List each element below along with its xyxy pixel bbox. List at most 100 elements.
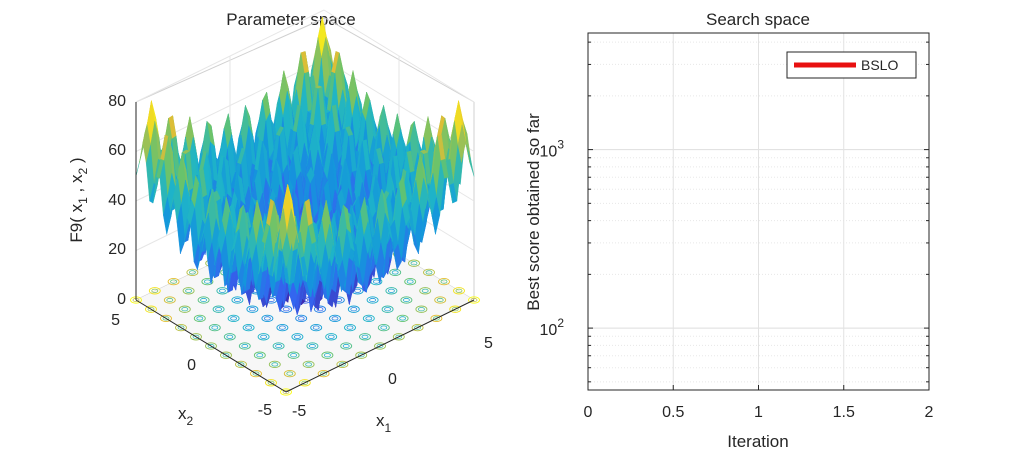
contour-ring — [222, 353, 230, 358]
contour-ring — [392, 333, 405, 341]
contour-ring — [256, 353, 264, 358]
contour-ring — [188, 270, 196, 275]
contour-ring — [453, 287, 465, 295]
contour-ring — [355, 351, 368, 359]
contour-ring — [380, 325, 388, 330]
contour-ring — [400, 296, 413, 304]
x-tick-label: 2 — [925, 404, 934, 421]
contour-ring — [291, 333, 304, 341]
contour-ring — [438, 277, 450, 286]
contour-ring — [406, 279, 414, 284]
contour-ring — [314, 305, 326, 313]
contour-ring — [308, 343, 316, 349]
contour-ring — [449, 305, 462, 313]
contour-ring — [223, 333, 236, 341]
contour-ring — [226, 334, 234, 339]
contour-ring — [436, 297, 444, 303]
contour-ring — [163, 296, 176, 304]
x1-tick-label: 5 — [484, 335, 493, 352]
contour-ring — [278, 325, 286, 330]
contour-ring — [336, 360, 349, 369]
contour-ring — [357, 353, 365, 358]
grid-lines — [588, 33, 929, 390]
contour-ring — [218, 288, 226, 293]
contour-ring — [361, 334, 369, 339]
contour-ring — [354, 288, 362, 293]
contour-ring — [145, 305, 157, 313]
contour-ring — [421, 288, 429, 293]
contour-ring — [207, 343, 215, 349]
x-tick-label: 1.5 — [833, 404, 855, 421]
contour-ring — [267, 380, 275, 385]
contour-ring — [391, 270, 399, 275]
contour-ring — [263, 316, 271, 321]
y-axis-label: Best score obtained so far — [524, 113, 543, 311]
contour-ring — [362, 314, 375, 323]
contour-ring — [455, 288, 463, 293]
x-tick-label: 0 — [584, 404, 593, 421]
contour-ring — [384, 307, 392, 312]
contour-ring — [350, 307, 358, 312]
contour-ring — [399, 316, 407, 321]
contour-ring — [327, 334, 335, 339]
contour-ring — [389, 268, 402, 277]
contour-ring — [415, 305, 428, 313]
contour-ring — [175, 323, 187, 332]
contour-ring — [359, 333, 371, 341]
x-axis-ticks: 0 0.5 1 1.5 2 — [584, 385, 934, 421]
contour-ring — [282, 389, 290, 395]
contour-ring — [286, 371, 294, 376]
contour-ring — [440, 279, 448, 284]
contour-ring — [268, 360, 281, 369]
x-tick-label: 1 — [754, 404, 763, 421]
contour-ring — [338, 362, 346, 367]
contour-ring — [396, 314, 409, 323]
contour-ring — [246, 305, 259, 313]
contour-ring — [177, 325, 185, 330]
contour-ring — [201, 277, 214, 286]
x2-tick-label: 5 — [111, 312, 120, 329]
contour-ring — [230, 316, 238, 321]
contour-ring — [404, 277, 417, 286]
contour-ring — [280, 388, 292, 396]
contour-ring — [298, 379, 311, 387]
x2-axis-label: x2 — [178, 404, 194, 428]
surface-plot — [135, 17, 475, 316]
contour-ring — [275, 343, 283, 349]
contour-ring — [167, 277, 180, 286]
z-tick-label: 40 — [108, 192, 126, 209]
chart-title: Search space — [706, 10, 810, 29]
contour-ring — [257, 333, 270, 341]
contour-ring — [376, 343, 384, 349]
x-tick-label: 0.5 — [662, 404, 684, 421]
contour-ring — [342, 343, 350, 349]
contour-ring — [423, 268, 435, 277]
contour-ring — [297, 316, 305, 321]
contour-ring — [160, 314, 172, 323]
contour-ring — [419, 287, 432, 295]
contour-ring — [287, 351, 300, 359]
contour-ring — [321, 351, 334, 359]
contour-ring — [316, 307, 324, 312]
legend[interactable]: BSLO — [786, 51, 917, 79]
x1-tick-label: -5 — [292, 403, 306, 420]
contour-ring — [340, 342, 353, 350]
z-axis-label: F9( x1 , x2 ) — [67, 157, 90, 242]
contour-ring — [227, 314, 240, 323]
z-tick-label: 0 — [117, 291, 126, 308]
x2-tick-label: 0 — [187, 357, 196, 374]
contour-ring — [301, 380, 309, 385]
contour-ring — [190, 333, 202, 341]
contour-ring — [192, 334, 200, 339]
contour-ring — [211, 325, 219, 330]
x1-axis-label: x1 — [376, 411, 392, 435]
contour-ring — [346, 325, 354, 330]
contour-ring — [282, 307, 290, 312]
z-tick-label: 80 — [108, 93, 126, 110]
contour-ring — [306, 342, 319, 350]
contour-ring — [170, 279, 178, 284]
contour-ring — [323, 353, 331, 358]
contour-ring — [162, 316, 170, 321]
